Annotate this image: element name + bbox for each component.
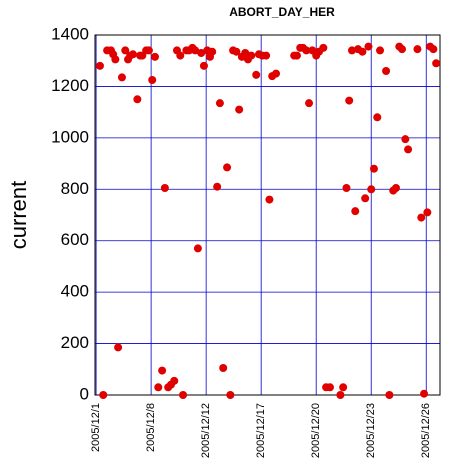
point — [154, 383, 163, 392]
point — [429, 45, 438, 54]
point — [232, 47, 241, 56]
x-tick-label: 2005/12/1 — [90, 403, 102, 452]
point — [401, 135, 410, 144]
point — [114, 343, 123, 352]
point — [121, 46, 130, 55]
point — [342, 184, 351, 192]
point — [170, 376, 179, 385]
y-tick-label: 400 — [61, 282, 89, 301]
point — [382, 67, 391, 75]
point — [252, 70, 261, 79]
point — [226, 391, 235, 399]
y-tick-label: 1400 — [51, 24, 89, 43]
point — [432, 59, 441, 68]
x-tick-label: 2005/12/8 — [145, 403, 157, 452]
point — [347, 46, 356, 55]
point — [99, 391, 108, 399]
point — [413, 45, 422, 54]
point — [336, 391, 345, 399]
point — [191, 46, 200, 55]
point — [262, 51, 271, 60]
point — [176, 51, 185, 60]
point — [369, 164, 378, 173]
y-tick-label: 600 — [61, 230, 89, 249]
point — [417, 213, 426, 222]
point — [292, 51, 301, 60]
point — [391, 184, 400, 192]
point — [133, 95, 142, 104]
point — [319, 43, 328, 52]
y-tick-label: 0 — [80, 384, 89, 403]
point — [179, 391, 188, 399]
point — [197, 49, 206, 57]
chart-title: ABORT_DAY_HER — [229, 5, 335, 19]
point — [345, 96, 354, 105]
y-tick-label: 200 — [61, 333, 89, 352]
point — [219, 364, 228, 372]
point — [376, 46, 385, 55]
x-tick-label: 2005/12/20 — [310, 403, 322, 458]
x-tick-label: 2005/12/26 — [420, 403, 432, 458]
point — [367, 185, 376, 194]
point — [385, 391, 394, 399]
point — [420, 389, 429, 398]
point — [351, 207, 360, 216]
point — [128, 50, 137, 59]
point — [272, 69, 281, 78]
point — [265, 195, 274, 204]
point — [213, 182, 222, 191]
y-tick-label: 1200 — [51, 76, 89, 95]
point — [302, 46, 311, 55]
point — [358, 47, 367, 56]
point — [193, 244, 202, 253]
point — [373, 113, 382, 122]
point — [158, 366, 167, 375]
point — [117, 73, 126, 82]
point — [111, 55, 120, 64]
point — [148, 76, 157, 84]
point — [398, 45, 407, 54]
point — [305, 99, 314, 108]
point — [208, 47, 217, 56]
plot-frame — [94, 34, 441, 396]
x-tick-label: 2005/12/17 — [255, 403, 267, 458]
point — [199, 61, 208, 70]
point — [247, 51, 256, 60]
point — [364, 42, 373, 51]
point — [404, 145, 413, 154]
point — [215, 99, 224, 108]
y-tick-label: 1000 — [51, 127, 89, 146]
x-tick-label: 2005/12/12 — [200, 403, 212, 458]
point — [423, 208, 432, 217]
point — [144, 46, 153, 55]
point — [235, 105, 244, 114]
point — [95, 61, 104, 70]
point — [361, 194, 370, 203]
point — [325, 383, 334, 392]
point — [241, 49, 250, 57]
point — [223, 163, 232, 172]
y-tick-label: 800 — [61, 179, 89, 198]
y-axis-label: current — [6, 181, 31, 249]
point — [150, 52, 159, 61]
x-tick-label: 2005/12/23 — [365, 403, 377, 458]
point — [339, 383, 348, 392]
point — [160, 184, 169, 192]
